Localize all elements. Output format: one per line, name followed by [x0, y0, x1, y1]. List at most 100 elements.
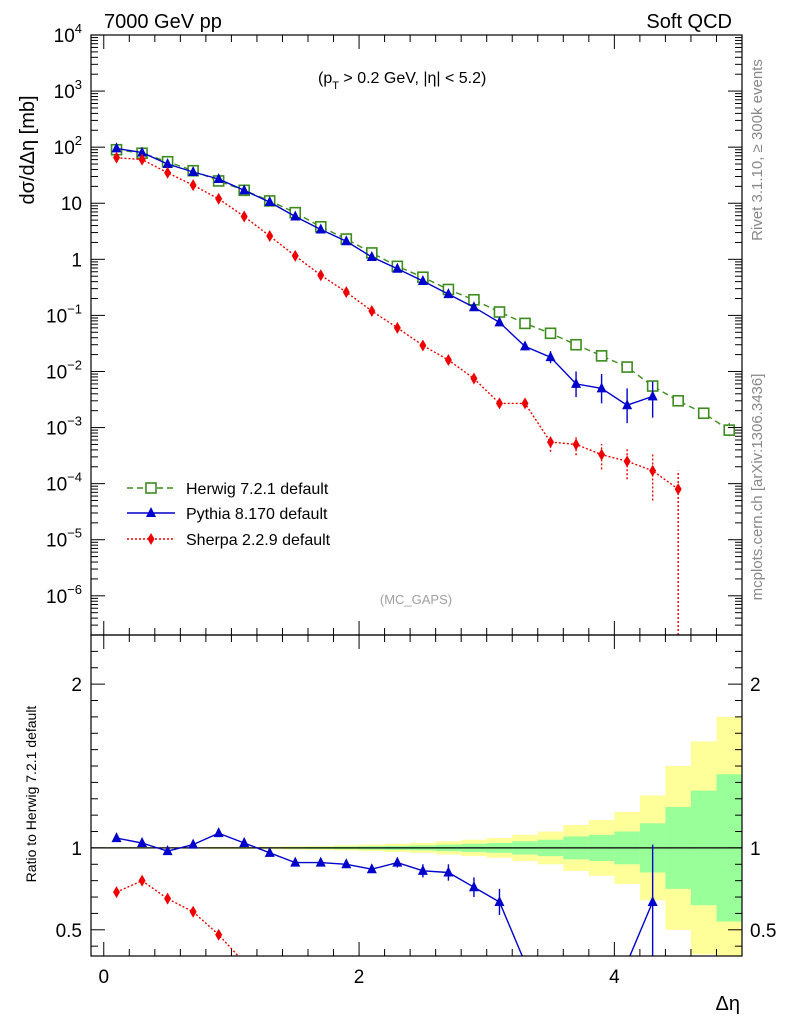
sherpa-point [189, 179, 197, 192]
ratio-pythia-point [366, 863, 377, 874]
ratio-sherpa-point [215, 928, 223, 941]
ratio-pythia-point [290, 856, 301, 867]
herwig-point [621, 361, 633, 373]
main-y-tick-label: 10−2 [46, 357, 82, 383]
sherpa-point [164, 166, 172, 179]
sherpa-point [572, 438, 580, 451]
pythia-point [290, 210, 301, 221]
herwig-point [697, 407, 710, 420]
pythia-point [111, 142, 122, 153]
pythia-point [494, 316, 505, 327]
sherpa-point [368, 304, 376, 317]
herwig-point [723, 424, 736, 436]
main-y-tick-label: 10−6 [46, 582, 82, 608]
sherpa-point [674, 483, 682, 496]
legend-pythia-label: Pythia 8.170 default [186, 506, 328, 523]
herwig-point [519, 317, 531, 330]
sherpa-point [342, 286, 350, 299]
ratio-pythia-point [137, 836, 148, 847]
x-tick-label: 2 [354, 967, 365, 988]
sherpa-point [317, 269, 325, 282]
ratio-sherpa-point [189, 905, 197, 918]
mcplots-label: mcplots.cern.ch [arXiv:1306.3436] [749, 374, 766, 601]
ratio-pythia-point [468, 881, 479, 892]
ratio-axes: 0 2 4 0.5 0.5 1 1 2 2 [56, 634, 776, 988]
main-y-tick-label: 10−1 [46, 301, 82, 327]
ratio-pythia-point [162, 845, 173, 856]
legend-pythia-marker [146, 507, 156, 517]
ratio-y-tick-label: 1 [71, 839, 82, 860]
main-y-tick-label: 10−5 [46, 526, 82, 552]
sherpa-point [649, 464, 657, 477]
ratio-y-tick-label-right: 0.5 [750, 921, 776, 942]
main-y-tick-label: 10−3 [46, 414, 82, 440]
herwig-point [493, 306, 506, 318]
ratio-y-tick-label: 2 [71, 675, 82, 696]
ratio-ylabel: Ratio to Herwig 7.2.1 default [23, 706, 39, 883]
sherpa-point [113, 151, 121, 164]
pythia-point [264, 196, 275, 207]
pythia-line [116, 147, 653, 406]
herwig-line [116, 149, 730, 431]
ratio-sherpa-point [113, 886, 121, 899]
herwig-point [544, 327, 557, 340]
analysis-label: (MC_GAPS) [380, 592, 452, 607]
main-series-layer [110, 142, 736, 635]
pythia-point [188, 166, 199, 177]
pythia-point [341, 235, 352, 246]
pythia-point [545, 351, 556, 362]
pythia-point [137, 146, 148, 157]
sherpa-point [291, 249, 299, 262]
legend-sherpa-label: Sherpa 2.2.9 default [186, 532, 331, 549]
ratio-pythia-point [188, 838, 199, 849]
ratio-pythia-point [417, 864, 428, 875]
pythia-point [366, 250, 377, 261]
pythia-point [162, 158, 173, 169]
category-label: Soft QCD [646, 11, 732, 33]
herwig-point [672, 395, 684, 407]
ratio-y-tick-label: 0.5 [56, 921, 82, 942]
ratio-pythia-point [392, 856, 403, 867]
pythia-point [417, 275, 428, 286]
main-ylabel: dσ/dΔη [mb] [17, 95, 39, 204]
sherpa-point [521, 397, 529, 410]
sherpa-point [444, 354, 452, 367]
collision-label: 7000 GeV pp [104, 11, 222, 33]
pythia-point [443, 288, 454, 299]
pythia-point [520, 340, 530, 351]
main-y-tick-label: 104 [54, 21, 82, 47]
ratio-pythia-line [116, 832, 654, 956]
cuts-label: (pT > 0.2 GeV, |η| < 5.2) [318, 70, 486, 92]
ratio-pythia-point [213, 827, 224, 838]
sherpa-point [470, 372, 478, 385]
x-tick-label: 4 [609, 967, 620, 988]
ratio-series-layer [111, 827, 658, 956]
sherpa-point [419, 339, 427, 352]
ratio-sherpa-point [164, 892, 172, 905]
sherpa-point [138, 153, 146, 166]
main-y-tick-label: 102 [54, 133, 82, 159]
sherpa-point [393, 321, 401, 334]
sherpa-point [495, 397, 503, 410]
pythia-point [647, 390, 658, 401]
pythia-point [392, 262, 403, 273]
pythia-point [239, 184, 250, 195]
legend-sherpa-marker [147, 533, 155, 545]
sherpa-point [240, 210, 248, 223]
ratio-sherpa-line [116, 879, 240, 956]
pythia-point [213, 173, 224, 184]
sherpa-point [266, 230, 274, 243]
ratio-pythia-point [647, 895, 658, 906]
pythia-point [571, 377, 582, 388]
herwig-point [570, 338, 582, 351]
ratio-pythia-point [239, 836, 250, 847]
sherpa-point [547, 436, 555, 449]
pythia-point [468, 301, 479, 312]
ratio-pythia-point [315, 856, 326, 867]
legend: Herwig 7.2.1 default Pythia 8.170 default… [127, 481, 331, 549]
ratio-frame [90, 634, 743, 957]
pythia-point [596, 382, 607, 393]
pythia-point [622, 399, 633, 410]
ratio-pythia-point [264, 846, 275, 857]
